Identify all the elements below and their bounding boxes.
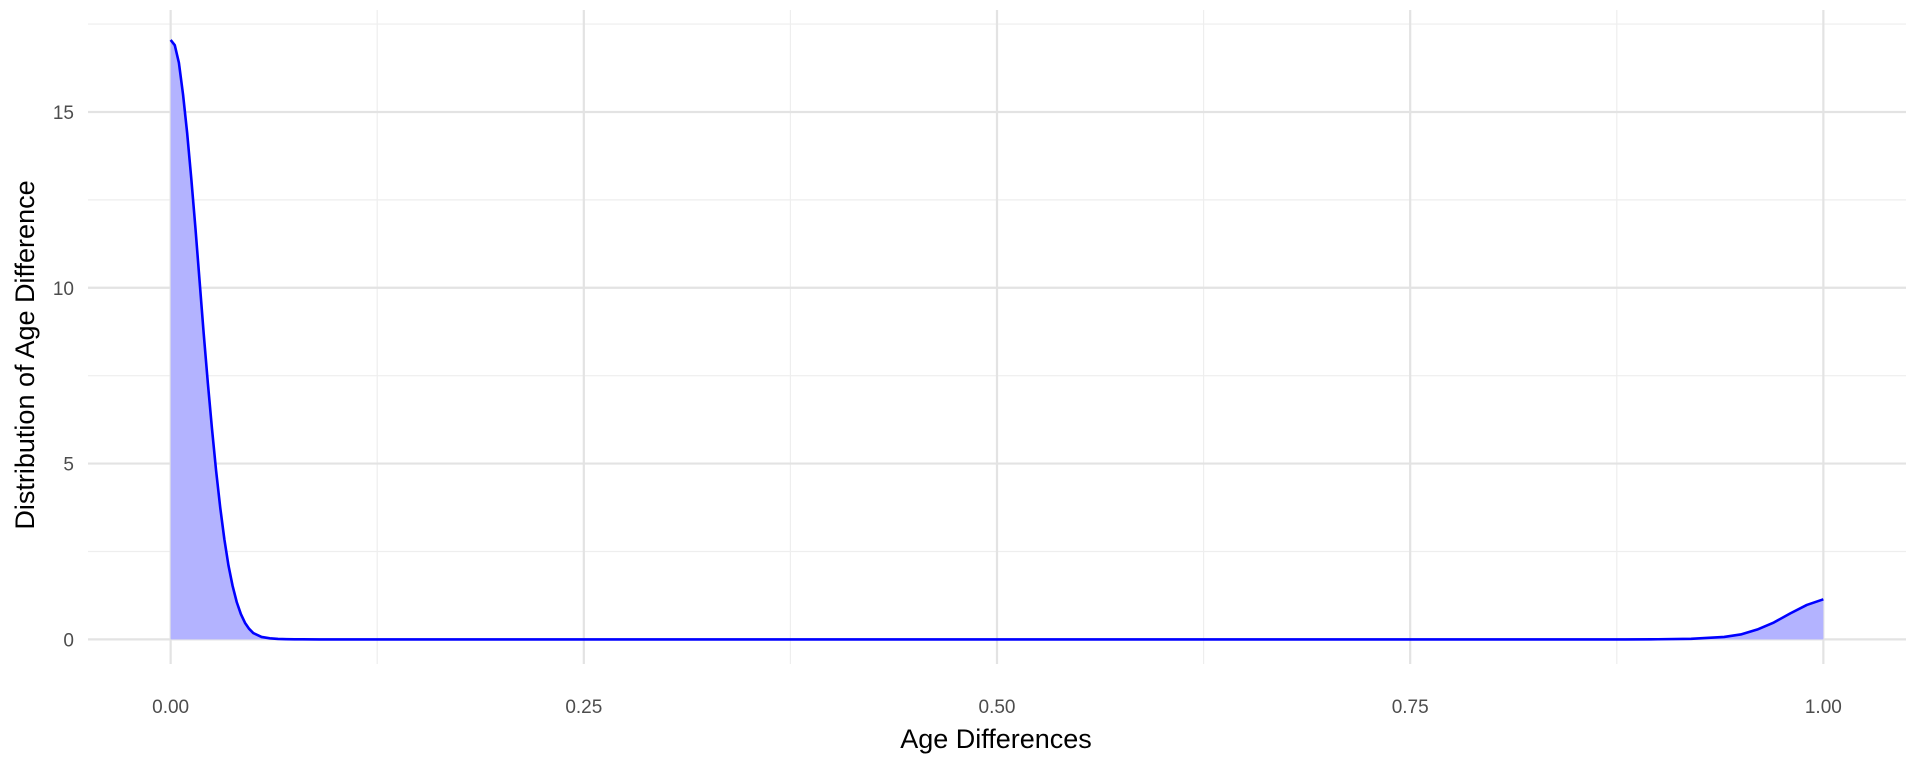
y-tick-label: 10 xyxy=(53,279,74,300)
major-gridlines xyxy=(88,10,1906,664)
x-tick-label: 0.00 xyxy=(152,697,189,718)
x-tick-label: 0.50 xyxy=(979,697,1016,718)
y-tick-label: 5 xyxy=(63,455,74,476)
x-axis-ticks: 0.00 0.25 0.50 0.75 1.00 xyxy=(152,697,1842,718)
x-tick-label: 0.25 xyxy=(565,697,602,718)
y-axis-title: Distribution of Age Difference xyxy=(10,180,40,529)
x-tick-label: 0.75 xyxy=(1392,697,1429,718)
x-axis-title: Age Differences xyxy=(900,724,1092,754)
y-tick-label: 15 xyxy=(53,103,74,124)
x-tick-label: 1.00 xyxy=(1805,697,1842,718)
y-axis-ticks: 0 5 10 15 xyxy=(53,103,74,651)
density-line xyxy=(169,39,1824,641)
y-tick-label: 0 xyxy=(63,630,74,651)
